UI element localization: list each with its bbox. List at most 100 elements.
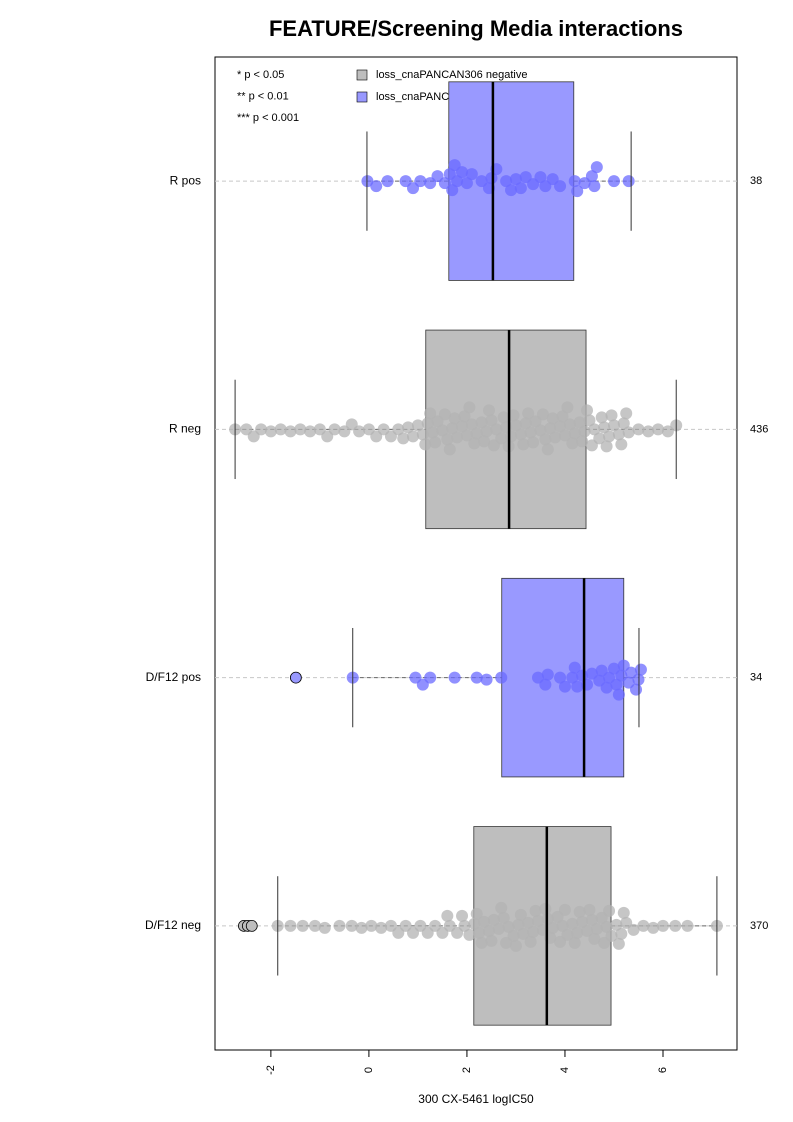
data-point <box>482 924 495 937</box>
data-point <box>630 683 643 696</box>
data-point <box>480 425 493 438</box>
data-point <box>458 410 471 423</box>
data-point <box>656 919 669 932</box>
data-point <box>558 429 571 442</box>
data-point <box>304 425 317 438</box>
data-point <box>463 928 476 941</box>
data-point <box>576 435 589 448</box>
data-point <box>573 416 586 429</box>
data-point <box>590 161 603 174</box>
data-point <box>475 416 488 429</box>
data-point <box>652 423 665 436</box>
data-point <box>429 436 442 449</box>
data-point <box>581 678 594 691</box>
data-point <box>539 902 552 915</box>
data-point <box>581 404 594 417</box>
data-point <box>568 427 581 440</box>
data-point <box>507 409 520 422</box>
data-point <box>485 172 498 185</box>
data-point <box>294 423 307 436</box>
category-label: R neg <box>169 422 201 436</box>
data-point <box>500 936 513 949</box>
data-point <box>527 436 540 449</box>
data-point <box>546 412 559 425</box>
data-point <box>615 438 628 451</box>
data-point <box>568 175 581 188</box>
data-point <box>578 425 591 438</box>
data-point <box>534 171 547 184</box>
data-point <box>556 919 569 932</box>
data-point <box>255 423 268 436</box>
data-point <box>426 426 439 439</box>
data-point <box>539 433 552 446</box>
data-point <box>669 919 682 932</box>
data-point <box>397 432 410 445</box>
data-point <box>571 185 584 198</box>
data-point <box>583 903 596 916</box>
data-point <box>534 424 547 437</box>
data-point <box>500 175 513 188</box>
data-point <box>610 678 623 691</box>
legend-swatch <box>356 69 368 81</box>
category-label: D/F12 neg <box>145 918 201 932</box>
data-point <box>458 919 471 932</box>
data-point <box>554 420 567 433</box>
data-point <box>485 414 498 427</box>
data-point <box>558 680 571 693</box>
data-point <box>627 923 640 936</box>
data-point <box>544 422 557 435</box>
data-point <box>436 424 449 437</box>
data-point <box>480 673 493 686</box>
data-point <box>456 166 469 179</box>
data-point <box>605 409 618 422</box>
data-point <box>615 927 628 940</box>
data-point <box>497 911 510 924</box>
data-point <box>446 422 459 435</box>
data-point <box>465 418 478 431</box>
data-point <box>419 438 432 451</box>
data-point <box>492 922 505 935</box>
data-point <box>514 908 527 921</box>
data-point <box>509 173 522 186</box>
data-point <box>585 439 598 452</box>
data-point <box>603 430 616 443</box>
data-point <box>529 904 542 917</box>
data-point <box>264 425 277 438</box>
data-point <box>328 423 341 436</box>
data-point <box>318 921 331 934</box>
count-label: 370 <box>750 920 768 932</box>
data-point <box>509 419 522 432</box>
data-point <box>527 925 540 938</box>
x-tick-label: 6 <box>657 1067 669 1073</box>
data-point <box>617 417 630 430</box>
data-point <box>519 417 532 430</box>
data-point <box>566 671 579 684</box>
category-label: R pos <box>170 173 201 187</box>
x-tick-label: 4 <box>559 1067 571 1073</box>
data-point <box>539 678 552 691</box>
data-point <box>607 419 620 432</box>
data-point <box>517 438 530 451</box>
annotation: *** p < 0.001 <box>237 112 299 124</box>
data-point <box>487 913 500 926</box>
data-point <box>637 919 650 932</box>
data-point <box>588 423 601 436</box>
category-label: D/F12 pos <box>146 670 201 684</box>
data-point <box>571 680 584 693</box>
data-point <box>505 184 518 197</box>
data-point <box>600 440 613 453</box>
data-point <box>495 901 508 914</box>
data-point <box>478 915 491 928</box>
annotation: ** p < 0.01 <box>237 90 289 102</box>
data-point <box>465 168 478 181</box>
data-point <box>622 175 635 188</box>
data-point <box>566 917 579 930</box>
data-point <box>370 180 383 193</box>
data-point <box>482 404 495 417</box>
data-point <box>284 425 297 438</box>
data-point <box>568 661 581 674</box>
data-point <box>612 688 625 701</box>
data-point <box>598 421 611 434</box>
x-tick-label: 0 <box>363 1067 375 1073</box>
data-point <box>622 426 635 439</box>
